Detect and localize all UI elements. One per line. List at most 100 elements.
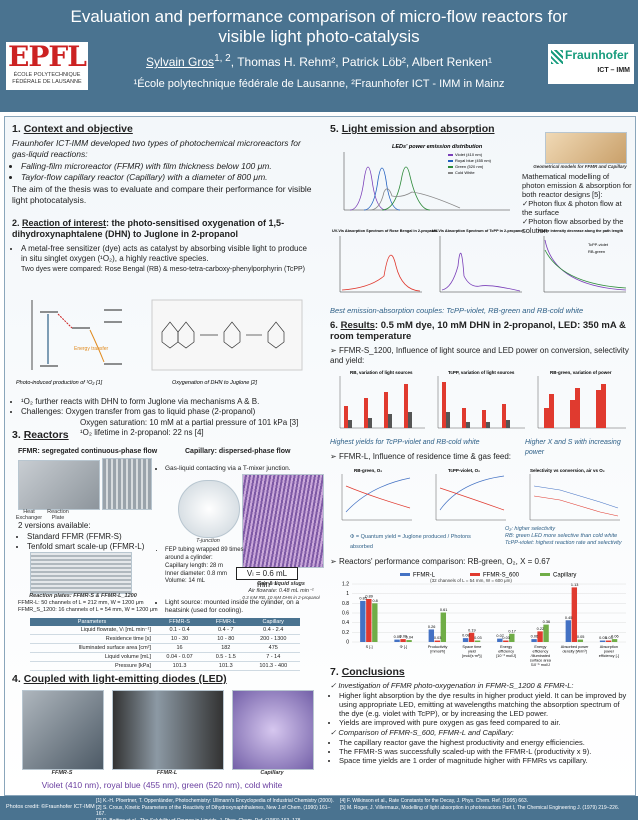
legend-swatch — [540, 573, 550, 576]
bar-ffmr-l — [394, 640, 399, 642]
led-wavelengths: Violet (410 nm), royal blue (455 nm), gr… — [12, 780, 312, 790]
curve-conversion — [440, 476, 504, 510]
category-label: S [-] — [366, 645, 373, 649]
y-tick-label: 0.2 — [342, 630, 349, 636]
bar — [482, 410, 486, 428]
bar-ffmr-l — [531, 639, 536, 642]
section-6-heading-rest: : 0.5 mM dye, 10 mM DHN in 2-propanol, L… — [330, 320, 626, 342]
results-bullet-1: ➢ FFMR-S_1200, Influence of light source… — [330, 346, 630, 366]
table-cell: Residence time [s] — [30, 635, 154, 644]
geometric-model-caption: Geometrical models for FFMR and Capillar… — [530, 164, 630, 169]
table-cell: Illuminated surface area [cm²] — [30, 644, 154, 653]
legend-swatch — [470, 573, 480, 576]
poster-title: Evaluation and performance comparison of… — [60, 7, 578, 47]
table-cell: 200 - 1300 — [246, 635, 300, 644]
category-label: [10⁻⁵ mol/J — [531, 663, 550, 666]
led-violet-curve — [350, 167, 386, 210]
category-label: surface area — [530, 659, 552, 663]
curve-selectivity — [346, 486, 410, 508]
section-led: 4. Coupled with light-emitting diodes (L… — [12, 674, 322, 688]
category-label: Productivity — [428, 645, 448, 649]
bar-value-label: 0.8 — [372, 599, 377, 603]
section-1-title: 1. Context and objective — [12, 124, 312, 134]
versions-label: 2 versions available: — [18, 521, 178, 531]
y-tick-label: 0.8 — [342, 601, 349, 607]
legend-swatch-white — [448, 172, 453, 174]
curve-air — [534, 496, 618, 516]
references-right: [4] F. Wilkinson et al., Rate Constants … — [340, 798, 634, 811]
led-ffmr-s-photo — [22, 690, 104, 770]
bar-capillary — [509, 634, 514, 642]
fraunhofer-logo: Fraunhofer ICT – IMM — [548, 44, 634, 84]
bar — [601, 384, 606, 428]
section-5-heading: Light emission and absorption — [342, 123, 495, 135]
table-cell: 0.1 - 0.4 — [154, 626, 205, 635]
chart-selectivity-title: Selectivity vs conversion, air vs O₂ — [530, 468, 605, 473]
y-tick-label: 1 — [346, 591, 349, 597]
bar-ffmr-s-600 — [366, 599, 371, 642]
table-cell: Liquid volume [mL] — [30, 653, 154, 662]
curve-conversion — [346, 478, 410, 512]
table-header: FFMR-S — [154, 618, 205, 626]
modelling-check-1: ✓Photon flux & photon flow at the surfac… — [522, 199, 632, 217]
led-legend-blue: Royal blue (455 nm) — [455, 158, 492, 163]
bar-capillary — [406, 640, 411, 642]
table-header: FFMR-L — [205, 618, 246, 626]
spectrum-tcpp-curve — [442, 253, 520, 291]
context-bullet-capillary: Taylor-flow capillary reactor (Capillary… — [21, 172, 312, 183]
section-6-title: 6. Results: 0.5 mM dye, 10 mM DHN in 2-p… — [330, 320, 630, 342]
reaction-bullet-challenges: Challenges: Oxygen transfer from gas to … — [21, 407, 312, 417]
bar — [446, 412, 450, 428]
y-tick-label: 0 — [346, 640, 349, 646]
legend-swatch — [400, 573, 410, 576]
chart-tcpp-o2-title: TcPP-violet, O₂ — [448, 468, 480, 473]
section-6-number: 6. — [330, 320, 338, 331]
decay-title: Power intensity decrease along the path … — [538, 229, 624, 233]
bar — [486, 422, 490, 428]
category-label: [mmol/h] — [430, 650, 445, 654]
y-tick-label: 0.6 — [342, 611, 349, 617]
reference-3: [3] R. Battino et al., The Solubility of… — [96, 818, 336, 824]
poster-footer: Photos credit: ©Fraunhofer ICT-IMM [1] K… — [0, 796, 638, 820]
table-cell: 0.5 - 1.5 — [205, 653, 246, 662]
section-3-number: 3. — [12, 429, 21, 441]
bar — [344, 406, 348, 428]
category-label: Space time — [462, 645, 481, 649]
section-5-number: 5. — [330, 123, 339, 135]
bar-capillary — [372, 603, 377, 642]
conclusion-check-2: ✓ Comparison of FFMR-S_600, FFMR-L and C… — [330, 728, 630, 737]
led-legend-violet: Violet (410 nm) — [455, 152, 483, 157]
bar — [348, 420, 352, 428]
reference-1: [1] K.-H. Pfoertner, T. Oppenländer, Pho… — [96, 798, 336, 805]
lead-author: Sylvain Gros — [146, 55, 214, 69]
results-bullet-2-text: FFMR-L, Influence of residence time & ga… — [339, 452, 511, 461]
best-couples: Best emission-absorption couples: TcPP-v… — [330, 306, 630, 316]
reaction-bullet-mechanisms: ¹O₂ further reacts with DHN to form Jugl… — [21, 397, 312, 407]
chart-data-labels: 0.850.890.80.050.060.040.260.030.610.080… — [359, 583, 618, 640]
bar — [404, 384, 408, 428]
chart-rb-power-title: RB-green, variation of power — [550, 370, 612, 375]
context-aim: The aim of the thesis was to evaluate an… — [12, 184, 312, 206]
table-cell: 10 - 80 — [205, 635, 246, 644]
bar — [506, 420, 510, 428]
conclusion-bullet-1: Higher light absorption by the dye resul… — [339, 691, 630, 718]
bar-value-label: 0.45 — [565, 616, 572, 620]
section-conclusions: 7. Conclusions ✓ Investigation of FFMR p… — [330, 668, 630, 766]
led-chart-title: LEDs' power emission distribution — [392, 144, 483, 150]
ffmr-photo — [18, 460, 100, 510]
bar-capillary — [543, 625, 548, 642]
table-cell: Pressure [kPa] — [30, 662, 154, 671]
bar — [502, 404, 506, 428]
poster-header: EPFL ÉCOLE POLYTECHNIQUE FÉDÉRALE DE LAU… — [0, 0, 638, 112]
section-results: 6. Results: 0.5 mM dye, 10 mM DHN in 2-p… — [330, 320, 630, 366]
section-6-heading: Results — [341, 320, 375, 331]
bar-value-label: 0.04 — [406, 636, 413, 640]
category-label: efficiency — [498, 650, 514, 654]
ffmr-l-charts: RB-green, O₂ TcPP-violet, O₂ Selectivity… — [330, 466, 630, 526]
section-4-title: 4. Coupled with light-emitting diodes (L… — [12, 674, 322, 684]
chart-tcpp-sources-title: TcPP, variation of light sources — [448, 370, 515, 375]
oxygen-saturation: Oxygen saturation: 10 mM at a partial pr… — [12, 418, 312, 428]
other-authors: , Thomas H. Rehm², Patrick Löb², Albert … — [231, 55, 492, 69]
